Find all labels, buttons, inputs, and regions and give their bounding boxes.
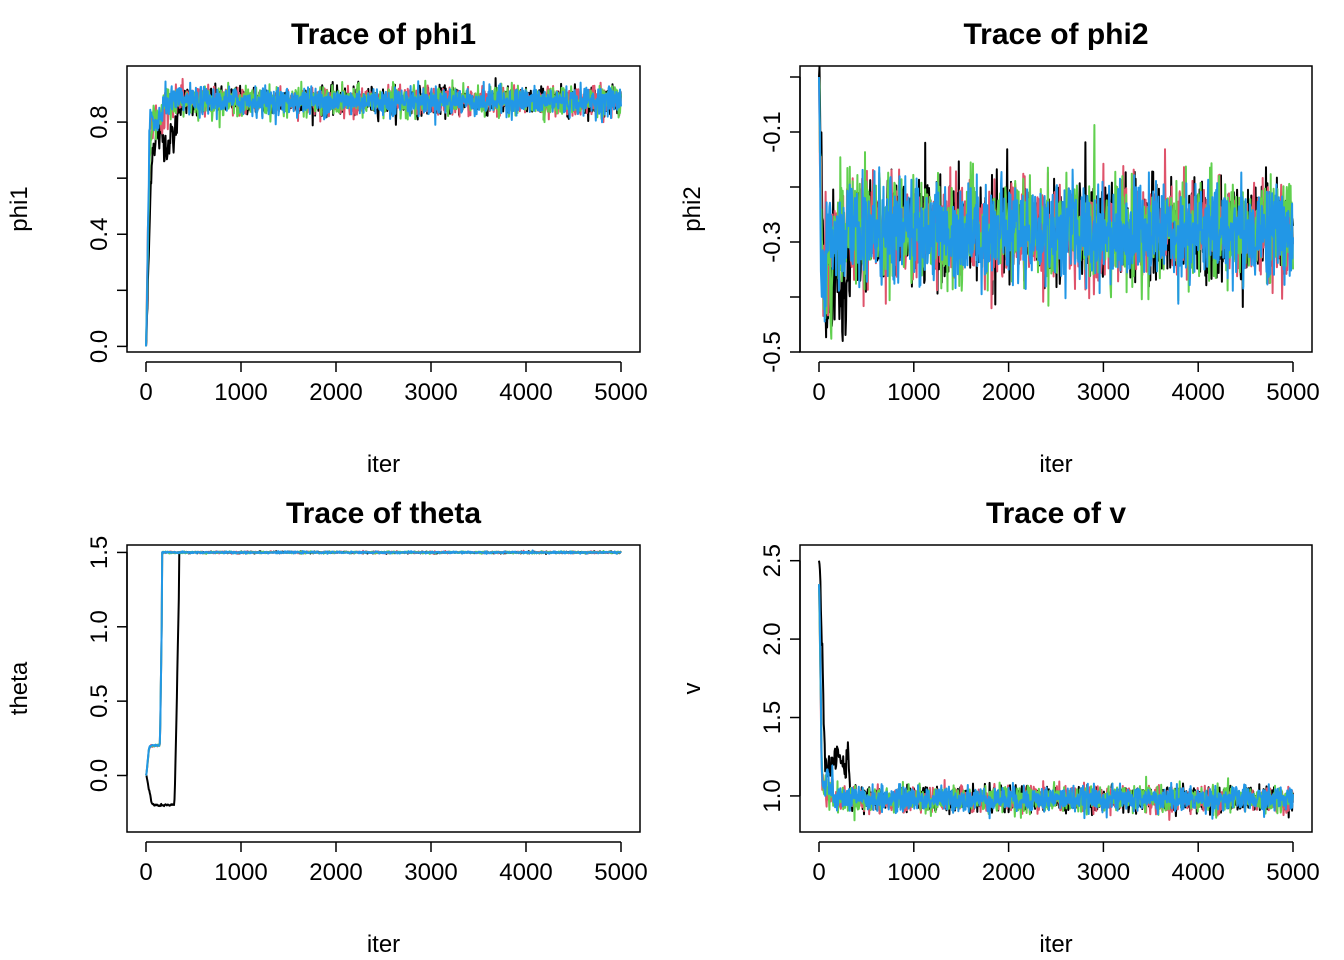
x-tick-label: 1000 [887, 859, 940, 886]
panel-title: Trace of theta [286, 497, 481, 530]
x-tick-label: 5000 [1266, 859, 1319, 886]
y-axis-label: theta [6, 661, 33, 715]
trace-chain-4 [818, 584, 1294, 820]
trace-chain-2 [145, 549, 622, 776]
plot-frame [126, 544, 641, 833]
y-tick-label: 1.0 [759, 779, 786, 812]
x-tick-label: 0 [139, 379, 152, 406]
x-tick-label: 2000 [309, 379, 362, 406]
x-tick-label: 0 [812, 859, 825, 886]
trace-chain-4 [818, 76, 1294, 323]
x-tick-label: 3000 [404, 859, 457, 886]
traces [145, 77, 622, 347]
x-tick-label: 2000 [309, 859, 362, 886]
x-axis-label: iter [367, 451, 400, 478]
x-tick-label: 3000 [404, 379, 457, 406]
y-tick-label: -0.3 [759, 221, 786, 262]
trace-chain-2 [818, 584, 1294, 821]
trace-chain-3 [145, 550, 622, 776]
trace-chain-4 [145, 80, 622, 347]
x-tick-label: 1000 [214, 379, 267, 406]
trace-chain-3 [818, 584, 1294, 822]
trace-chain-1 [818, 560, 1294, 819]
x-tick-label: 4000 [1172, 379, 1225, 406]
y-axis-label: v [679, 683, 706, 695]
y-tick-label: 2.0 [759, 622, 786, 655]
panel-3: Trace of theta 0 1000 2000 3000 4000 5000 iter 0… [6, 497, 648, 958]
y-tick-label: -0.5 [759, 331, 786, 372]
x-axis-label: iter [1039, 931, 1072, 958]
x-tick-label: 0 [812, 379, 825, 406]
traces [818, 560, 1294, 822]
y-tick-label: 0.5 [86, 684, 113, 717]
y-tick-label: 0.8 [86, 105, 113, 138]
x-tick-label: 2000 [982, 859, 1035, 886]
y-tick-label: 0.4 [86, 218, 113, 251]
trace-chain-3 [145, 79, 622, 347]
x-tick-label: 4000 [499, 859, 552, 886]
y-axis-label: phi1 [6, 186, 33, 231]
panel-4: Trace of v 0 1000 2000 3000 4000 5000 iter 1.0 1.… [679, 497, 1320, 958]
x-tick-label: 5000 [1266, 379, 1319, 406]
x-tick-label: 1000 [887, 379, 940, 406]
x-tick-label: 3000 [1077, 859, 1130, 886]
y-axis-label: phi2 [679, 186, 706, 231]
panel-2: Trace of phi2 0 1000 2000 3000 4000 5000 iter -0… [679, 18, 1320, 478]
trace-chain-4 [145, 549, 622, 776]
x-tick-label: 5000 [594, 379, 647, 406]
x-tick-label: 0 [139, 859, 152, 886]
x-tick-label: 4000 [499, 379, 552, 406]
y-tick-label: 1.0 [86, 610, 113, 643]
traces [818, 66, 1294, 342]
y-tick-label: 0.0 [86, 330, 113, 363]
y-tick-label: 0.0 [86, 759, 113, 792]
x-axis-label: iter [1039, 451, 1072, 478]
x-axis-label: iter [367, 931, 400, 958]
y-tick-label: 2.5 [759, 544, 786, 577]
panel-title: Trace of v [986, 497, 1126, 530]
x-tick-label: 5000 [594, 859, 647, 886]
y-tick-label: 1.5 [86, 536, 113, 569]
panel-title: Trace of phi2 [963, 18, 1148, 51]
trace-chain-1 [145, 550, 622, 808]
x-tick-label: 3000 [1077, 379, 1130, 406]
x-tick-label: 2000 [982, 379, 1035, 406]
panel-1: Trace of phi1 0 1000 2000 3000 4000 5000 iter 0.… [6, 18, 648, 478]
y-tick-label: 1.5 [759, 701, 786, 734]
y-tick-label: -0.1 [759, 111, 786, 152]
x-tick-label: 1000 [214, 859, 267, 886]
traces [145, 549, 622, 808]
panel-title: Trace of phi1 [291, 18, 476, 51]
x-tick-label: 4000 [1172, 859, 1225, 886]
